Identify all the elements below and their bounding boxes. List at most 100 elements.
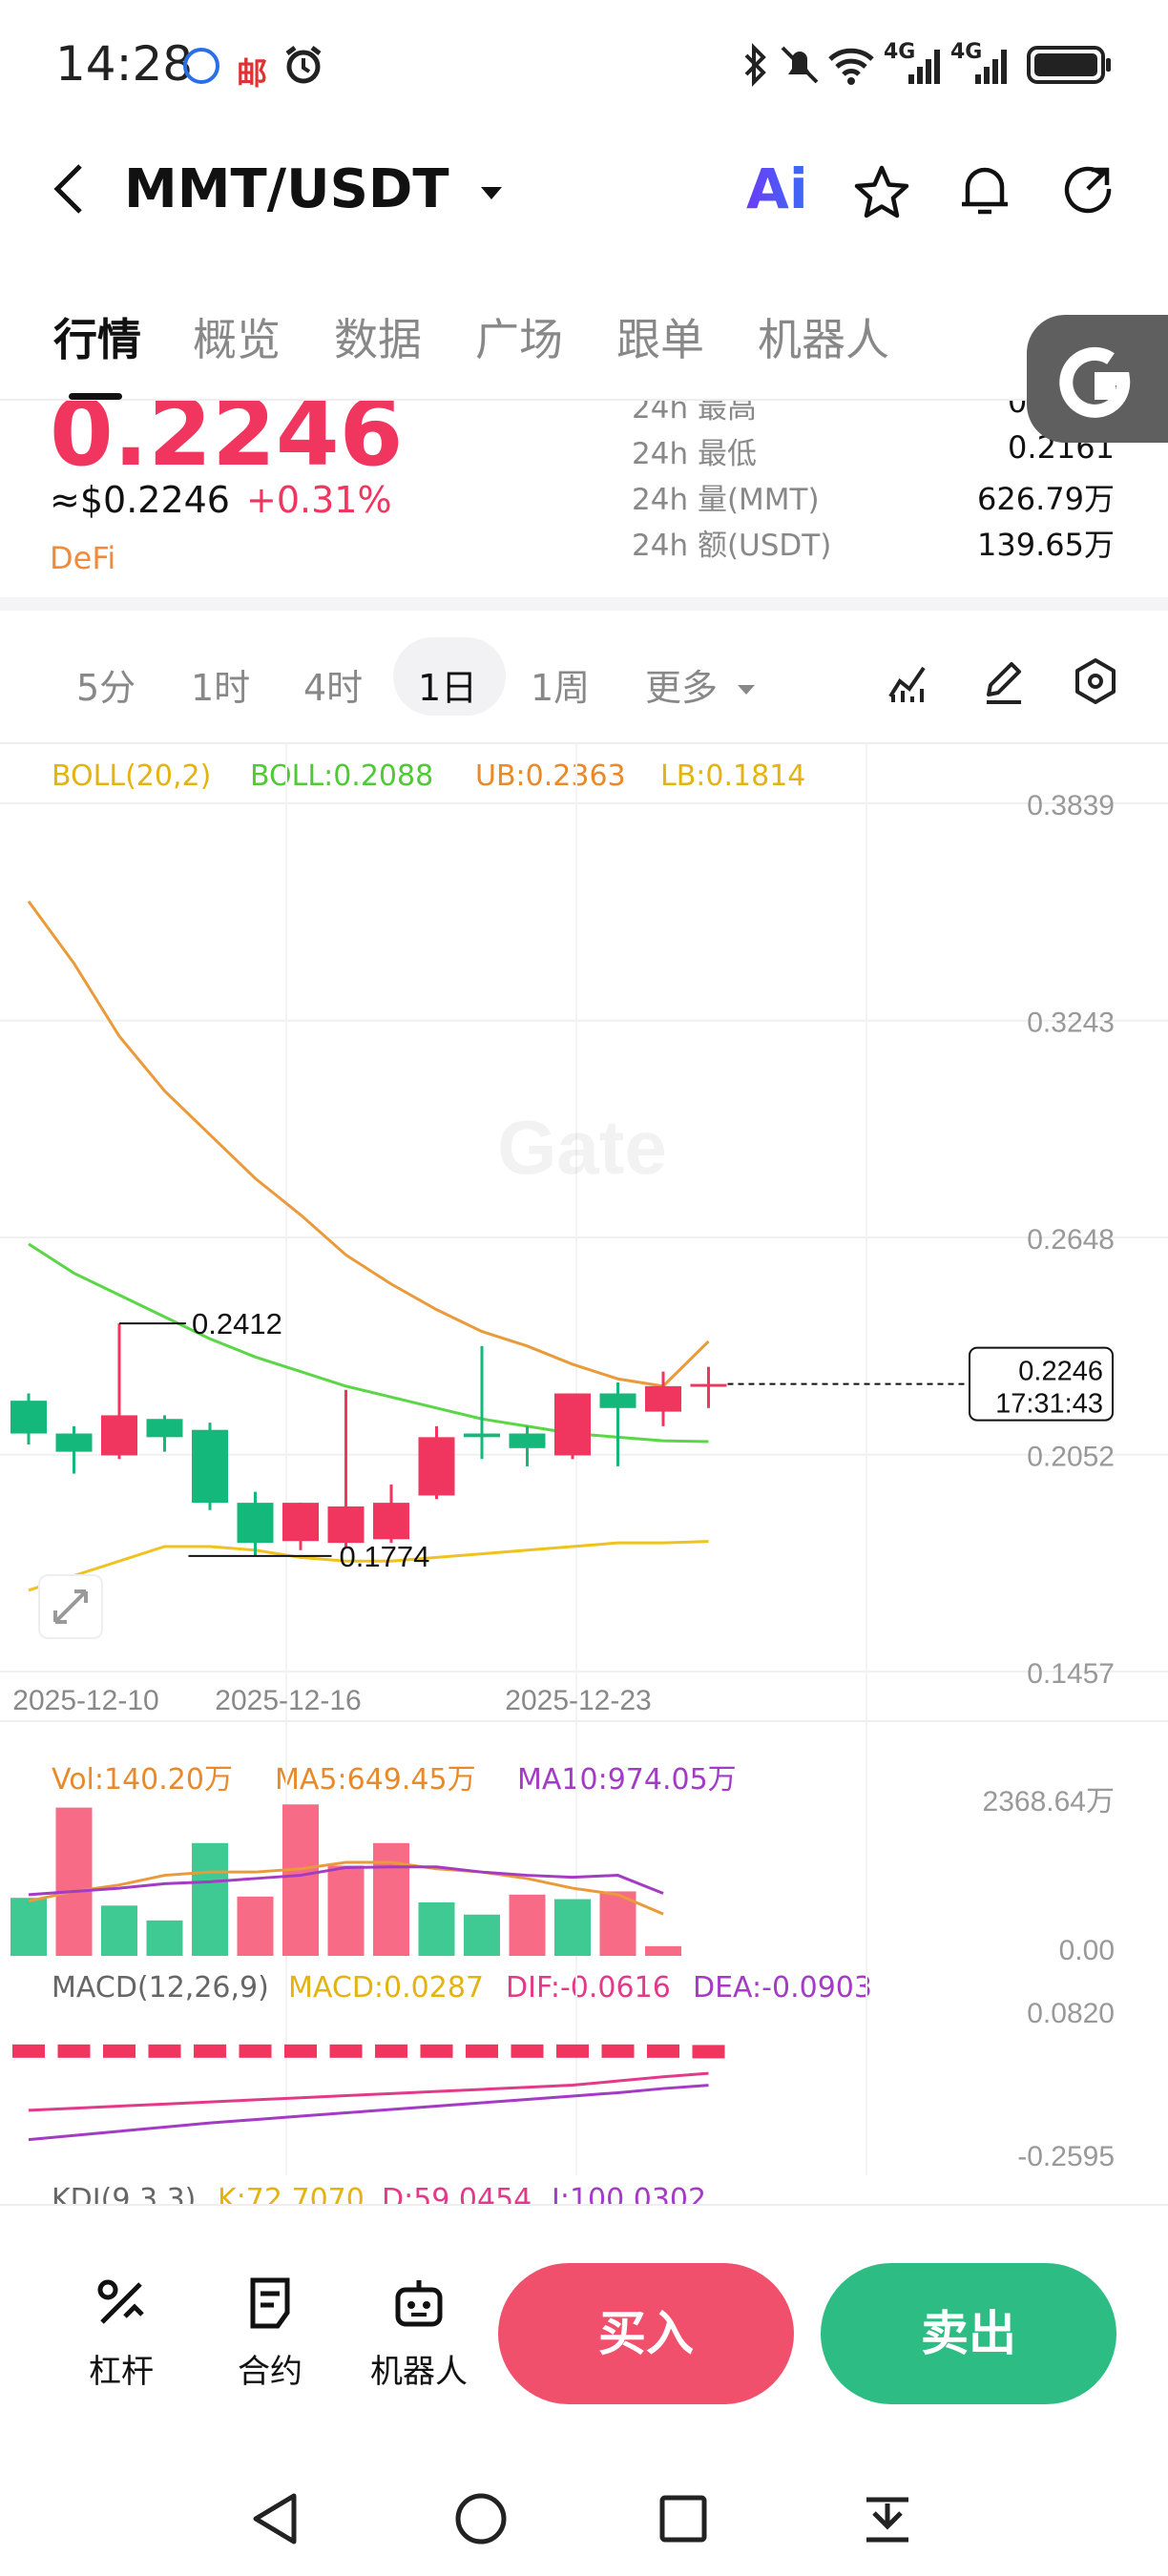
ai-label: Ai (746, 156, 808, 221)
kdj-legend: KDJ(9,3,3) K:72.7070 D:59.0454 J:100.030… (0, 2175, 1168, 2204)
gate-logo-icon (1059, 346, 1131, 418)
candle-body (192, 1429, 228, 1504)
macd-dea-line (28, 2084, 709, 2142)
candle-body (237, 1503, 274, 1544)
volume-bar (599, 1891, 636, 1956)
favorite-star-icon[interactable] (851, 162, 912, 223)
macd-axis-max: 0.0820 (1027, 1998, 1115, 2029)
last-price: 0.2246 (50, 401, 404, 487)
boll-lb-value: LB:0.1814 (660, 759, 806, 793)
sell-button[interactable]: 卖出 (821, 2263, 1116, 2404)
macd-histogram-bar (148, 2044, 181, 2058)
share-icon[interactable] (1059, 160, 1120, 221)
expand-chart-button[interactable] (38, 1574, 103, 1639)
chart-settings-icon[interactable] (1071, 656, 1120, 706)
candle-body (599, 1393, 636, 1408)
candle-body (10, 1401, 47, 1434)
kdj-d-value: D:59.0454 (382, 2183, 532, 2204)
pair-title: MMT/USDT (124, 158, 449, 220)
nav-back-icon[interactable] (248, 2490, 302, 2547)
system-nav-bar (0, 2442, 1168, 2576)
ai-assistant-button[interactable]: Ai (746, 156, 808, 221)
interval-1w[interactable]: 1周 (531, 667, 591, 709)
tab-market[interactable]: 行情 (53, 314, 141, 365)
kdj-j-value: J:100.0302 (552, 2183, 707, 2204)
tab-data[interactable]: 数据 (334, 314, 422, 365)
contract-button[interactable]: 合约 (208, 2275, 332, 2392)
macd-histogram-bar (511, 2044, 544, 2058)
kdj-k-value: K:72.7070 (218, 2183, 365, 2204)
volume-bar (146, 1920, 183, 1956)
macd-axis-min: -0.2595 (1017, 2141, 1115, 2172)
stat-turnover-label: 24h 额(USDT) (632, 529, 832, 563)
category-tag[interactable]: DeFi (50, 540, 116, 576)
floating-gate-button[interactable] (1027, 315, 1168, 443)
high-marker-label: 0.2412 (192, 1307, 282, 1340)
macd-histogram-bar (329, 2044, 363, 2058)
robot-button[interactable]: 机器人 (357, 2275, 481, 2392)
boll-mid-value: BOLL:0.2088 (250, 759, 434, 793)
nav-home-icon[interactable] (452, 2490, 510, 2547)
macd-histogram-bar (239, 2044, 272, 2058)
mute-icon (781, 46, 819, 84)
interval-1h[interactable]: 1时 (191, 667, 251, 709)
tab-robot[interactable]: 机器人 (758, 314, 889, 365)
usd-price: ≈$0.2246 (50, 479, 230, 521)
stat-volume-label: 24h 量(MMT) (632, 483, 820, 517)
volume-ma10-line (28, 1865, 664, 1897)
interval-4h[interactable]: 4时 (303, 667, 364, 709)
leverage-label: 杠杆 (89, 2353, 154, 2391)
volume-bar (282, 1804, 319, 1956)
last-price-countdown: 17:31:43 (995, 1389, 1103, 1420)
macd-histogram-bar (647, 2044, 679, 2058)
mail-notification-icon: 邮 (237, 55, 268, 92)
chart-svg[interactable]: Gate 0.3839 0.3243 0.2648 0.2052 0.1457 2025… (0, 744, 1168, 2175)
boll-ub-value: UB:0.2363 (475, 759, 626, 793)
macd-histogram-bar (57, 2044, 91, 2058)
nav-notification-pull-icon[interactable] (859, 2490, 916, 2547)
macd-histogram-bar (601, 2044, 635, 2058)
tab-overview[interactable]: 概览 (193, 314, 281, 365)
section-tabs: 行情 概览 数据 广场 跟单 机器人 (0, 286, 1168, 401)
alarm-icon (285, 46, 322, 84)
price-alert-bell-icon[interactable] (954, 160, 1015, 221)
chart-area[interactable]: BOLL(20,2) BOLL:0.2088 UB:0.2363 LB:0.18… (0, 744, 1168, 2204)
pair-selector[interactable]: MMT/USDT (124, 158, 506, 220)
boll-name: BOLL(20,2) (52, 759, 212, 793)
macd-dif-value: DIF:-0.0616 (506, 1971, 671, 2005)
candle-body (509, 1433, 546, 1448)
macd-histogram-bar (284, 2044, 317, 2058)
nav-recents-icon[interactable] (657, 2492, 710, 2545)
macd-histogram-bar (466, 2044, 498, 2058)
watermark-text: Gate (497, 1105, 667, 1190)
wifi-icon (828, 48, 874, 85)
price-axis-label: 0.3243 (1027, 1008, 1115, 1039)
signal-4g-label-2: 4G (950, 40, 983, 64)
date-axis-label: 2025-12-10 (12, 1685, 158, 1716)
price-axis-label: 0.2052 (1027, 1442, 1115, 1473)
drawing-pen-icon[interactable] (979, 656, 1027, 706)
leverage-button[interactable]: 杠杆 (59, 2275, 183, 2392)
indicator-chart-icon[interactable] (886, 658, 933, 706)
interval-5m[interactable]: 5分 (76, 667, 136, 709)
bluetooth-icon (744, 43, 766, 87)
interval-1d[interactable]: 1日 (418, 667, 478, 709)
macd-dif-line (28, 2071, 709, 2112)
volume-bar (55, 1807, 93, 1956)
last-price-box (969, 1346, 1114, 1422)
tab-copy-trade[interactable]: 跟单 (616, 314, 704, 365)
macd-value: MACD:0.0287 (288, 1971, 485, 2005)
date-axis-label: 2025-12-23 (505, 1685, 651, 1716)
tab-square[interactable]: 广场 (475, 314, 563, 365)
volume-ma5-line (28, 1860, 664, 1916)
date-axis-label: 2025-12-16 (215, 1685, 361, 1716)
price-grid (0, 744, 1168, 2175)
buy-button[interactable]: 买入 (498, 2263, 794, 2404)
status-bar: 14:28 邮 4G 4G (0, 0, 1168, 134)
interval-more[interactable]: 更多 (645, 658, 758, 711)
back-arrow-icon[interactable] (48, 158, 90, 219)
last-price-box-price: 0.2246 (1018, 1357, 1103, 1387)
vol-ma10-value: MA10:974.05万 (517, 1763, 737, 1797)
volume-bar (554, 1899, 591, 1956)
boll-upper-line (27, 900, 710, 1388)
